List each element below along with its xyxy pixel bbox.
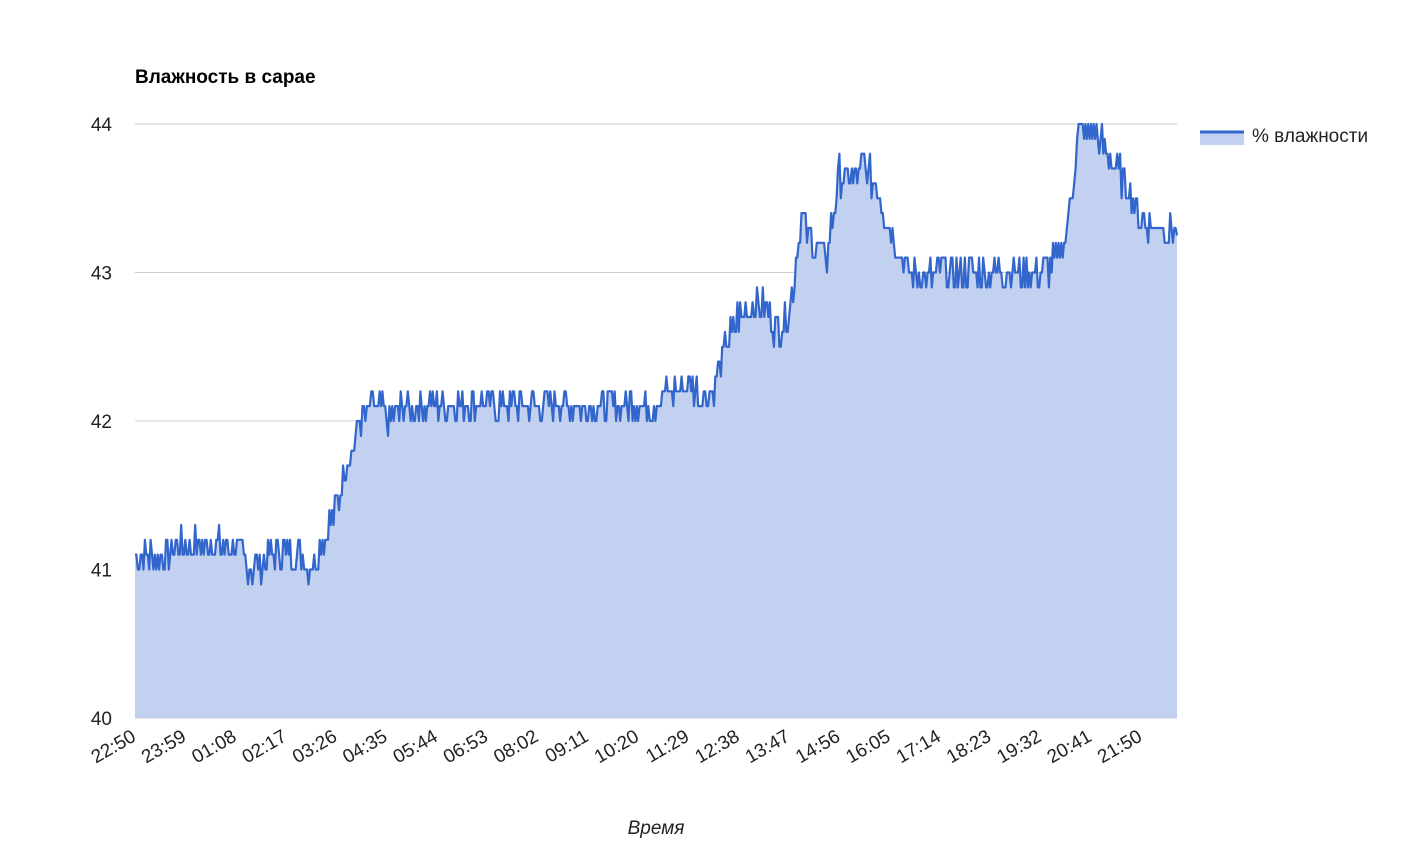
x-tick-label: 21:50 xyxy=(1094,726,1146,768)
x-tick-label: 01:08 xyxy=(188,726,240,768)
series-area xyxy=(135,122,1179,718)
x-tick-label: 14:56 xyxy=(792,726,844,768)
x-tick-label: 08:02 xyxy=(490,726,542,768)
y-tick-label: 43 xyxy=(91,264,112,285)
x-tick-label: 20:41 xyxy=(1044,726,1096,768)
y-tick-label: 44 xyxy=(91,115,113,136)
x-tick-label: 19:32 xyxy=(993,726,1045,768)
x-tick-label: 12:38 xyxy=(692,726,744,768)
y-tick-label: 40 xyxy=(91,709,112,730)
x-tick-label: 03:26 xyxy=(289,726,341,768)
x-tick-label: 10:20 xyxy=(591,726,643,768)
x-tick-label: 23:59 xyxy=(138,726,190,768)
legend-label: % влажности xyxy=(1252,126,1368,147)
x-tick-label: 16:05 xyxy=(843,726,895,768)
chart-title: Влажность в сарае xyxy=(135,67,316,88)
x-axis-title: Время xyxy=(628,818,685,839)
x-tick-label: 17:14 xyxy=(893,726,945,768)
x-tick-label: 06:53 xyxy=(440,726,492,768)
y-axis-ticks: 40 41 42 43 44 xyxy=(91,115,113,730)
legend: % влажности xyxy=(1200,126,1368,147)
x-tick-label: 09:11 xyxy=(542,726,592,767)
x-tick-label: 11:29 xyxy=(642,726,692,767)
x-tick-label: 13:47 xyxy=(742,726,794,768)
y-tick-label: 42 xyxy=(91,412,112,433)
x-axis-ticks: 22:5023:5901:0802:1703:2604:3505:4406:53… xyxy=(88,726,1146,768)
x-tick-label: 18:23 xyxy=(943,726,995,768)
x-tick-label: 04:35 xyxy=(339,726,391,768)
legend-swatch xyxy=(1200,131,1244,145)
series-line xyxy=(135,122,1179,586)
x-tick-label: 02:17 xyxy=(239,726,291,768)
x-tick-label: 05:44 xyxy=(390,726,442,768)
y-tick-label: 41 xyxy=(91,561,112,582)
x-tick-label: 22:50 xyxy=(88,726,140,768)
